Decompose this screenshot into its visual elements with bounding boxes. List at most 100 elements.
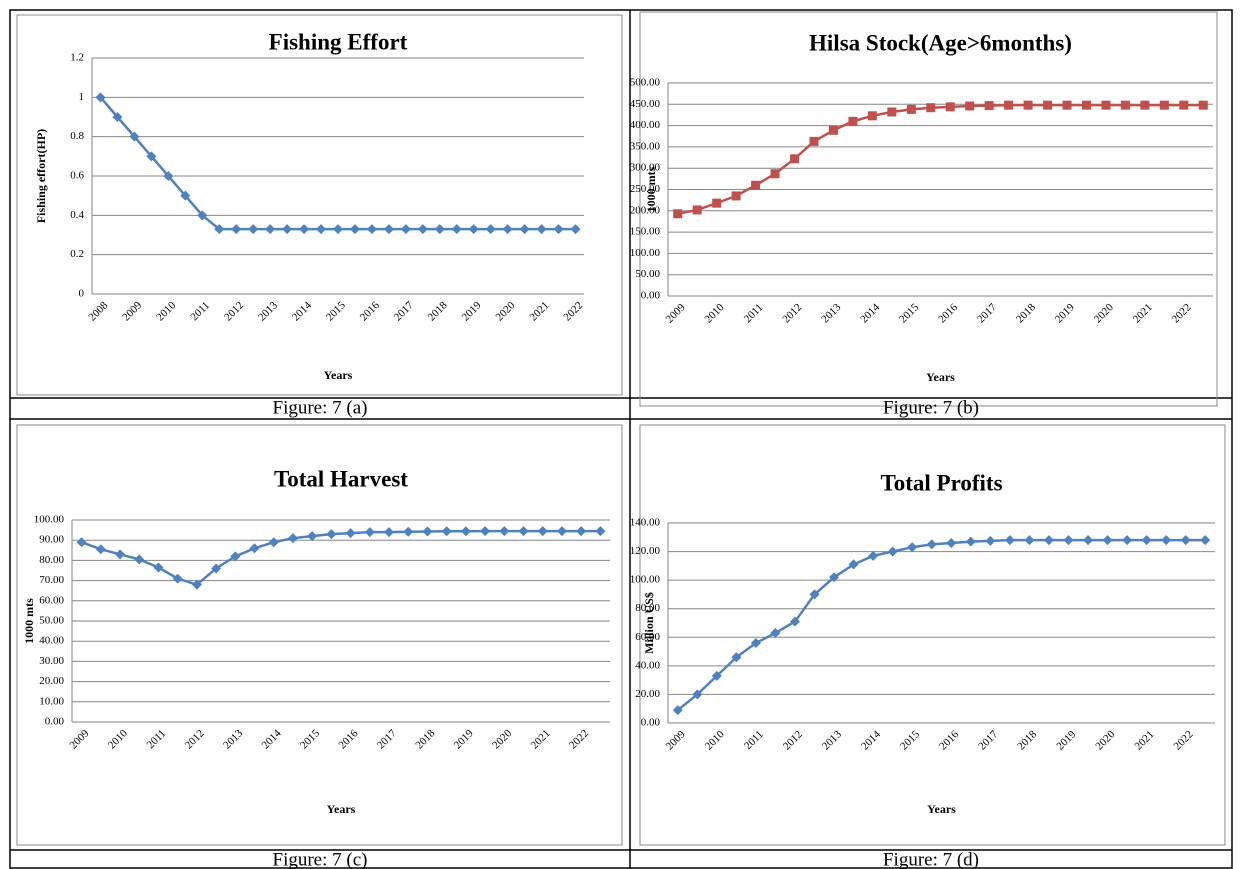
- y-tick-label: 70.00: [39, 574, 64, 586]
- y-tick-label: 50.00: [635, 268, 660, 280]
- marker: [1141, 535, 1152, 546]
- x-tick-label: 2012: [781, 728, 805, 752]
- marker: [576, 526, 587, 537]
- y-tick-label: 140.00: [630, 517, 661, 529]
- x-tick-label: 2018: [1015, 728, 1039, 752]
- marker: [400, 224, 411, 235]
- x-tick-label: 2019: [452, 727, 476, 751]
- y-tick-label: 120.00: [630, 545, 661, 557]
- marker: [268, 537, 279, 548]
- y-tick-label: 0.00: [641, 290, 661, 302]
- marker: [146, 151, 157, 162]
- marker: [692, 205, 702, 215]
- marker: [249, 543, 260, 554]
- marker: [692, 689, 703, 700]
- marker: [282, 224, 293, 235]
- x-tick-label: 2008: [86, 299, 110, 323]
- marker: [867, 111, 877, 121]
- marker: [926, 103, 936, 113]
- marker: [553, 224, 564, 235]
- marker: [712, 198, 722, 208]
- x-tick-label: 2014: [260, 727, 284, 751]
- x-tick-label: 2015: [324, 299, 348, 323]
- marker: [248, 224, 259, 235]
- marker: [333, 224, 343, 235]
- marker: [384, 527, 395, 538]
- chart-title: Fishing Effort: [269, 29, 408, 54]
- marker: [1122, 535, 1133, 546]
- x-tick-label: 2011: [145, 727, 169, 751]
- caption: Figure: 7 (d): [883, 849, 979, 869]
- marker: [965, 101, 975, 111]
- y-tick-label: 20.00: [635, 688, 660, 700]
- marker: [345, 528, 356, 539]
- marker: [790, 154, 800, 164]
- marker: [673, 209, 683, 219]
- marker: [417, 224, 428, 235]
- y-tick-label: 400.00: [630, 119, 661, 131]
- x-axis-title: Years: [327, 802, 356, 816]
- marker: [326, 529, 337, 540]
- marker: [422, 526, 433, 537]
- series-line: [677, 103, 1204, 216]
- x-tick-label: 2022: [1170, 301, 1194, 325]
- marker: [1198, 100, 1208, 110]
- y-tick-label: 450.00: [630, 98, 661, 110]
- y-tick-label: 250.00: [630, 183, 661, 195]
- marker: [95, 544, 106, 555]
- marker: [868, 550, 879, 561]
- y-tick-label: 10.00: [39, 695, 64, 707]
- x-tick-label: 2017: [975, 301, 999, 325]
- y-tick-label: 1.2: [70, 52, 84, 64]
- y-tick-label: 0.4: [70, 209, 84, 221]
- marker: [502, 224, 513, 235]
- marker: [1004, 100, 1014, 110]
- x-tick-label: 2013: [820, 728, 844, 752]
- y-tick-label: 1: [79, 91, 85, 103]
- marker: [1180, 535, 1191, 546]
- x-tick-label: 2012: [780, 301, 804, 325]
- marker: [672, 705, 683, 716]
- x-tick-label: 2014: [859, 728, 883, 752]
- y-tick-label: 80.00: [39, 554, 64, 566]
- x-tick-label: 2010: [154, 299, 178, 323]
- x-tick-label: 2019: [460, 299, 484, 323]
- caption: Figure: 7 (a): [273, 397, 368, 418]
- marker: [1004, 535, 1015, 546]
- y-tick-label: 30.00: [39, 655, 64, 667]
- x-tick-label: 2020: [1093, 728, 1117, 752]
- marker: [316, 224, 327, 235]
- marker: [1179, 100, 1189, 110]
- x-tick-label: 2019: [1053, 301, 1077, 325]
- marker: [848, 116, 858, 126]
- marker: [441, 526, 452, 537]
- marker: [751, 180, 761, 190]
- x-tick-label: 2017: [375, 727, 399, 751]
- x-tick-label: 2019: [1054, 728, 1078, 752]
- marker: [556, 526, 567, 537]
- y-tick-label: 40.00: [39, 635, 64, 647]
- series-line: [81, 529, 601, 587]
- y-tick-label: 0.00: [641, 717, 661, 729]
- y-tick-label: 100.00: [630, 574, 661, 586]
- marker: [153, 562, 164, 573]
- marker: [1063, 535, 1074, 546]
- x-axis-title: Years: [926, 370, 955, 384]
- marker: [945, 102, 955, 112]
- y-tick-label: 0.8: [70, 130, 84, 142]
- marker: [519, 224, 530, 235]
- x-tick-label: 2020: [490, 727, 514, 751]
- x-tick-label: 2018: [413, 727, 437, 751]
- marker: [848, 559, 859, 570]
- x-tick-label: 2018: [426, 299, 450, 323]
- marker: [95, 92, 106, 103]
- y-tick-label: 20.00: [39, 675, 64, 687]
- marker: [299, 224, 310, 235]
- x-tick-label: 2016: [937, 728, 961, 752]
- x-tick-label: 2013: [256, 299, 280, 323]
- marker: [480, 526, 491, 537]
- x-tick-label: 2009: [664, 301, 688, 325]
- marker: [451, 224, 462, 235]
- marker: [307, 531, 318, 542]
